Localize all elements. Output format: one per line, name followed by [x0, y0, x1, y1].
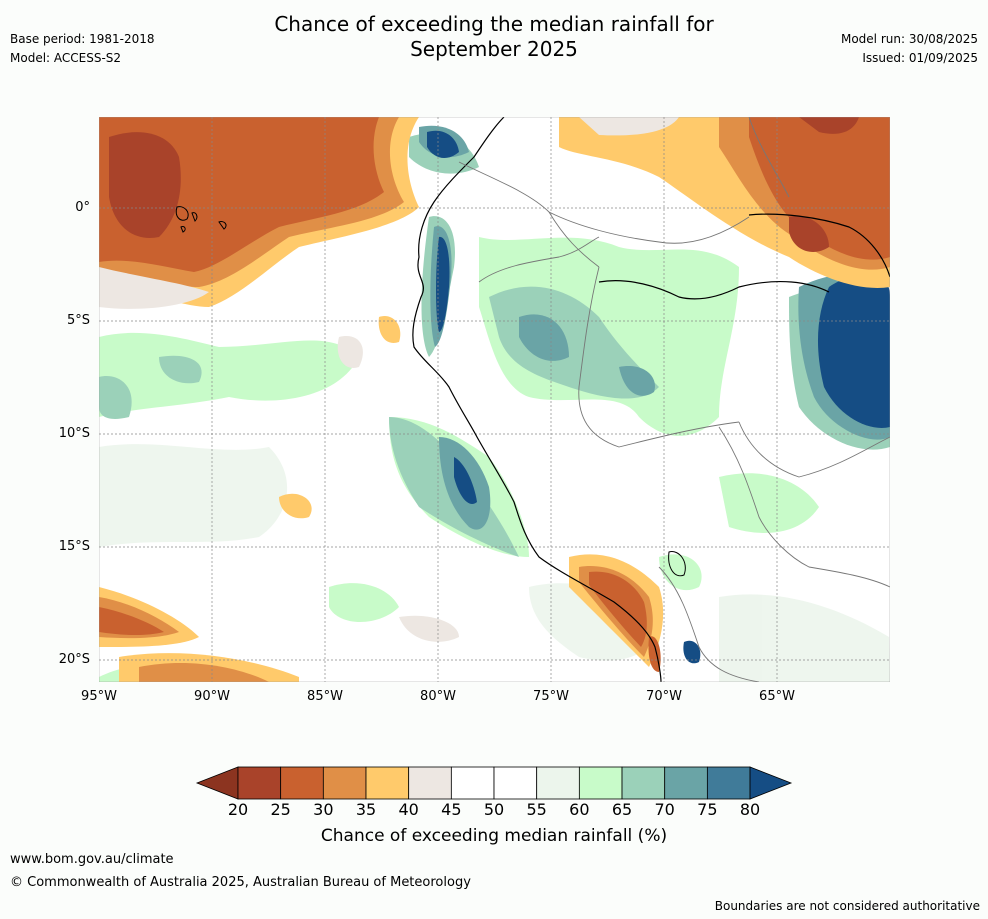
colorbar-tick-label: 25 — [270, 800, 291, 819]
probability-40-45-regions — [99, 117, 679, 642]
lon-label-85w: 85°W — [307, 689, 343, 704]
colorbar-cell — [621, 766, 666, 800]
colorbar-tick-label: 35 — [355, 800, 377, 819]
probability-above-75-regions — [427, 130, 890, 664]
colorbar-cell — [493, 766, 538, 800]
colorbar-cell — [578, 766, 623, 800]
coastline — [412, 117, 662, 682]
colorbar-tick-label: 50 — [483, 800, 505, 819]
colorbar-cell — [280, 766, 324, 800]
colorbar-tick-label: 80 — [739, 800, 761, 819]
colorbar-tick-label: 70 — [654, 800, 675, 819]
lat-label-20s: 20°S — [58, 652, 90, 667]
lat-label-10s: 10°S — [58, 426, 90, 441]
amazon-river — [598, 280, 830, 300]
chart-title-line1: Chance of exceeding the median rainfall … — [274, 12, 714, 36]
lat-label-5s: 5°S — [66, 313, 90, 328]
copyright-notice: © Commonwealth of Australia 2025, Austra… — [10, 875, 471, 890]
colorbar-tick-label: 20 — [227, 800, 249, 819]
north-coastline — [748, 213, 890, 278]
rainfall-probability-map — [99, 117, 890, 682]
colorbar-cell — [450, 766, 495, 800]
lon-label-90w: 90°W — [194, 689, 230, 704]
lon-label-70w: 70°W — [646, 689, 682, 704]
model-run-label: Model run: 30/08/2025 — [840, 32, 978, 46]
colorbar-tick-label: 55 — [526, 800, 547, 819]
colorbar-extend-low — [195, 766, 239, 800]
colorbar-extend-high — [749, 766, 793, 800]
lon-label-65w: 65°W — [759, 689, 795, 704]
colorbar-cell — [237, 766, 282, 800]
lat-label-0: 0° — [75, 200, 90, 215]
colorbar-cell — [322, 766, 367, 800]
galapagos-islands — [175, 206, 227, 233]
colorbar-tick-label: 40 — [398, 800, 419, 819]
website-url: www.bom.gov.au/climate — [10, 852, 174, 867]
lon-label-80w: 80°W — [420, 689, 456, 704]
colorbar-tick-label: 45 — [441, 800, 462, 819]
colorbar-cell — [408, 766, 452, 800]
lake-titicaca — [668, 551, 686, 577]
lon-label-95w: 95°W — [81, 689, 117, 704]
colorbar-legend — [195, 766, 793, 800]
chart-title-line2: September 2025 — [410, 37, 578, 61]
model-label: Model: ACCESS-S2 — [10, 51, 122, 65]
colorbar-tick-label: 75 — [697, 800, 718, 819]
base-period-label: Base period: 1981-2018 — [10, 32, 155, 46]
boundary-disclaimer: Boundaries are not considered authoritat… — [714, 899, 980, 913]
probability-20-25-regions — [109, 117, 859, 252]
colorbar-cell — [664, 766, 708, 800]
colorbar-caption: Chance of exceeding median rainfall (%) — [320, 826, 668, 846]
lat-label-15s: 15°S — [58, 539, 90, 554]
colorbar-cell — [365, 766, 410, 800]
lon-label-75w: 75°W — [533, 689, 569, 704]
colorbar-tick-label: 65 — [611, 800, 633, 819]
country-boundaries — [458, 117, 890, 682]
colorbar-cell — [706, 766, 751, 800]
colorbar-tick-label: 30 — [313, 800, 334, 819]
issued-label: Issued: 01/09/2025 — [862, 51, 978, 65]
colorbar-cell — [536, 766, 580, 800]
colorbar-tick-label: 60 — [569, 800, 590, 819]
